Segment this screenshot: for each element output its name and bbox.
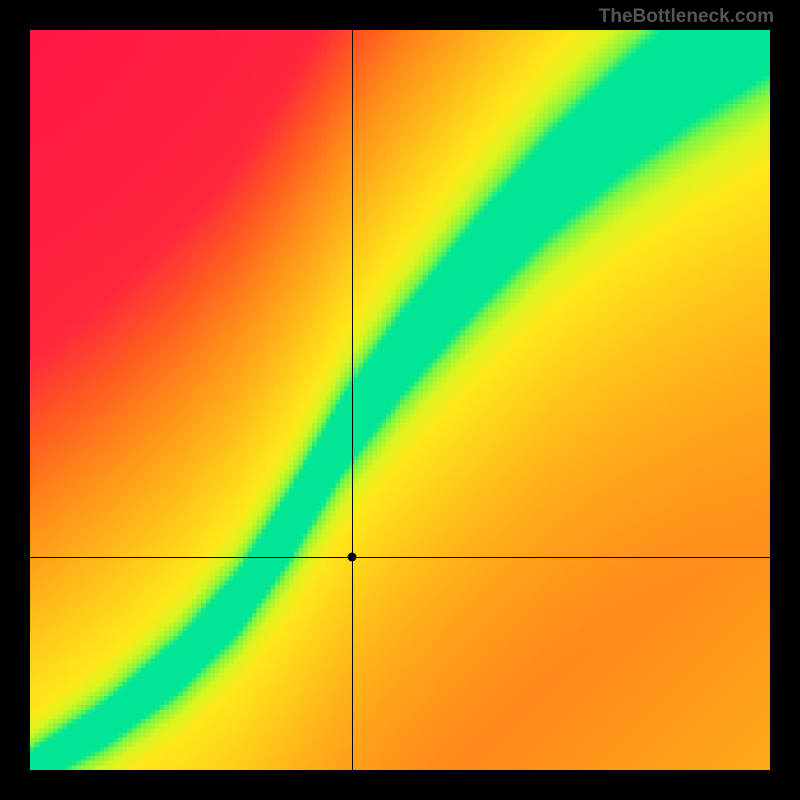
crosshair-vertical	[352, 30, 353, 770]
heatmap-plot	[30, 30, 770, 770]
heatmap-canvas	[30, 30, 770, 770]
watermark-text: TheBottleneck.com	[599, 6, 774, 28]
crosshair-horizontal	[30, 557, 770, 558]
selection-point	[347, 552, 356, 561]
